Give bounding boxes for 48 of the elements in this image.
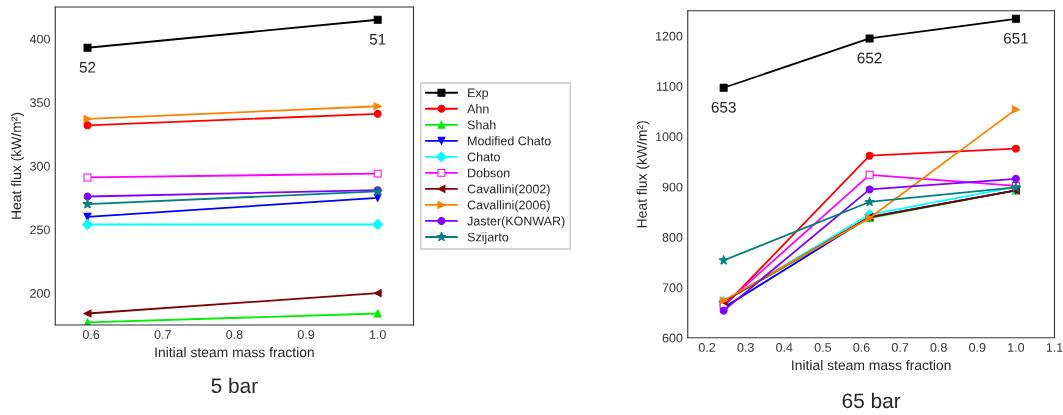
x-tick-label: 0.7 bbox=[891, 343, 909, 352]
x-tick-label: 0.5 bbox=[814, 343, 832, 352]
x-tick-label: 1.0 bbox=[1008, 343, 1025, 352]
legend-label: Modified Chato bbox=[468, 136, 551, 146]
x-tick-label: 0.3 bbox=[737, 343, 754, 352]
legend-label: Jaster(KONWAR) bbox=[467, 216, 565, 228]
annotation: 653 bbox=[711, 101, 736, 113]
x-axis-title: Initial steam mass fraction bbox=[792, 359, 951, 371]
x-tick-label: 0.8 bbox=[930, 343, 947, 352]
y-axis-title: Heat flux (kW/m²) bbox=[636, 121, 650, 228]
x-axis-title: Initial steam mass fraction bbox=[155, 347, 314, 358]
text: 65 bar bbox=[842, 392, 901, 409]
y-tick-label: 900 bbox=[662, 182, 683, 192]
x-tick-label: 0.7 bbox=[154, 330, 171, 339]
y-tick-label: 700 bbox=[662, 283, 683, 293]
x-tick-label: 0.6 bbox=[82, 330, 100, 339]
annotation: 51 bbox=[369, 34, 386, 45]
annotation: 52 bbox=[79, 61, 96, 73]
x-tick-label: 0.9 bbox=[969, 343, 986, 352]
legend-label: Cavallini(2002) bbox=[467, 184, 550, 196]
legend-label: Shah bbox=[467, 120, 496, 130]
x-tick-label: 0.8 bbox=[226, 330, 243, 339]
annotation: 652 bbox=[857, 52, 882, 64]
y-tick-label: 600 bbox=[662, 333, 683, 343]
y-tick-label: 1000 bbox=[656, 132, 683, 142]
legend-label: Cavallini(2006) bbox=[467, 200, 550, 212]
y-tick-label: 400 bbox=[29, 34, 50, 44]
y-tick-label: 1100 bbox=[656, 82, 683, 91]
y-tick-label: 800 bbox=[662, 232, 683, 242]
x-tick-label: 0.9 bbox=[297, 330, 315, 339]
legend-label: Exp bbox=[468, 88, 489, 100]
x-tick-label: 1.0 bbox=[369, 330, 386, 339]
y-axis-title: Heat flux (kW/m²) bbox=[11, 112, 24, 219]
y-tick-label: 350 bbox=[30, 98, 50, 108]
x-tick-label: 0.6 bbox=[853, 343, 870, 352]
y-tick-label: 300 bbox=[30, 161, 50, 171]
legend-label: Chato bbox=[467, 152, 500, 162]
legend-label: Ahn bbox=[467, 104, 489, 114]
y-tick-label: 250 bbox=[30, 225, 50, 235]
x-tick-label: 0.2 bbox=[698, 343, 716, 352]
y-tick-label: 200 bbox=[30, 288, 50, 298]
x-tick-label: 0.4 bbox=[776, 343, 793, 352]
annotation: 651 bbox=[1003, 32, 1028, 44]
y-tick-label: 1200 bbox=[656, 31, 683, 41]
text: 5 bar bbox=[211, 377, 258, 394]
legend-label: Dobson bbox=[468, 168, 510, 178]
x-tick-label: 1.1 bbox=[1046, 343, 1063, 352]
legend-label: Szijarto bbox=[467, 232, 509, 244]
